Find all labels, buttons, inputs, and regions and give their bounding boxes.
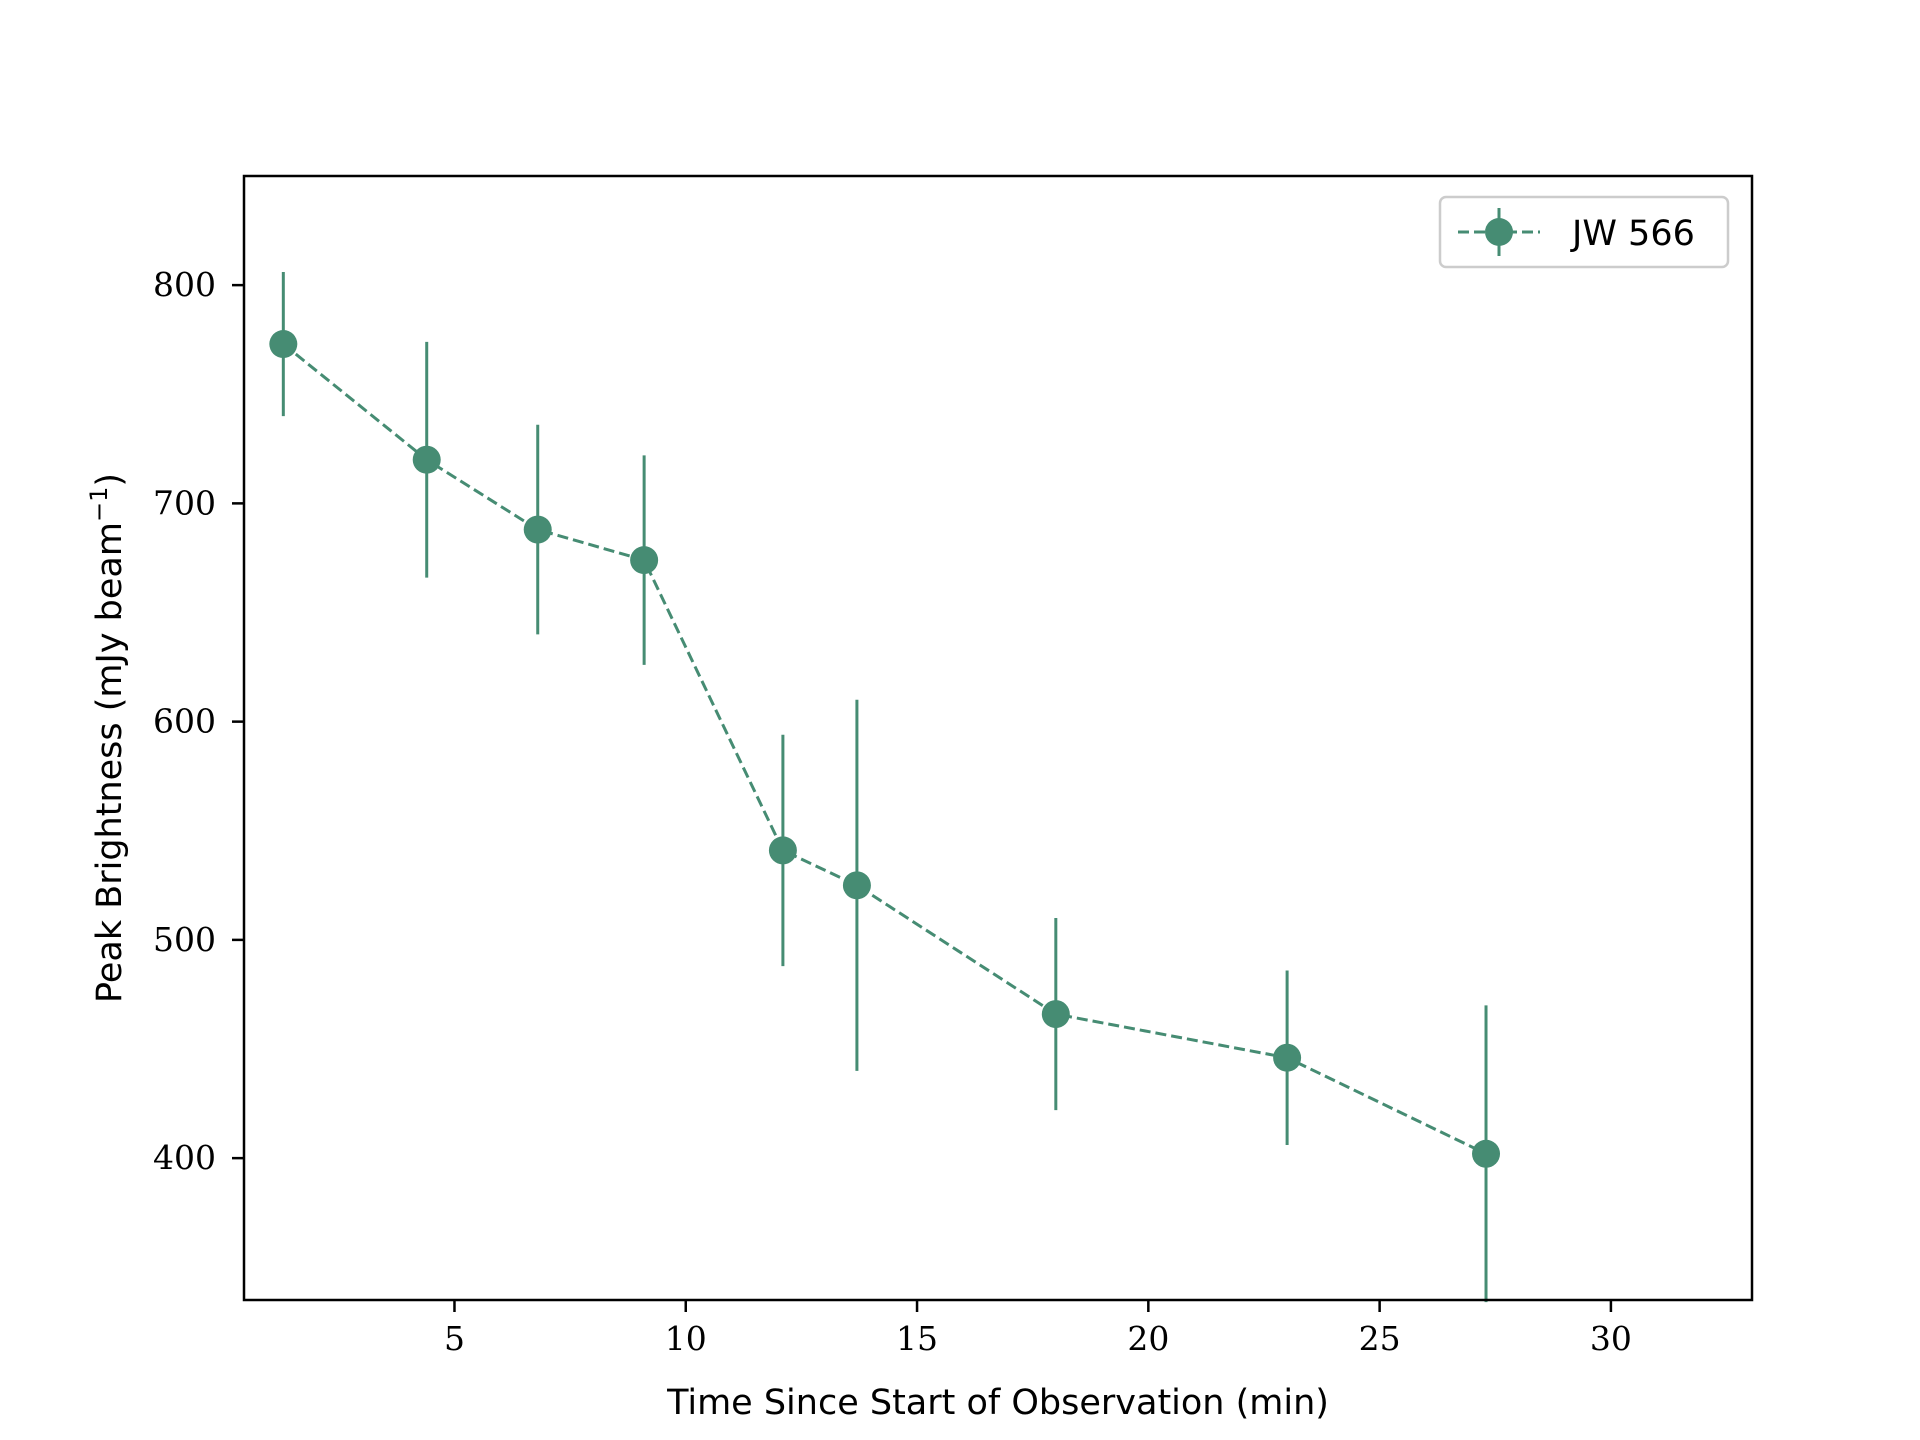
x-tick-label: 5	[444, 1319, 465, 1358]
y-axis-ticks: 400 500 600 700 800	[153, 265, 244, 1177]
axes-frame	[242, 174, 1754, 1302]
y-axis-label: Peak Brightness (mJy beam−1)	[85, 473, 130, 1003]
x-tick-label: 20	[1127, 1319, 1169, 1358]
y-tick-label: 500	[153, 920, 216, 959]
series-line	[282, 342, 1487, 1156]
error-bars	[281, 272, 1488, 1303]
y-axis-label-superscript: −1	[85, 487, 113, 522]
x-tick-label: 25	[1359, 1319, 1401, 1358]
x-tick-label: 15	[896, 1319, 938, 1358]
legend-entry-label: JW 566	[1570, 214, 1695, 254]
x-tick-label: 10	[665, 1319, 707, 1358]
x-axis-label: Time Since Start of Observation (min)	[666, 1383, 1329, 1423]
y-axis-label-close: )	[90, 473, 130, 487]
x-tick-label: 30	[1590, 1319, 1632, 1358]
series-lines	[282, 342, 1487, 1156]
x-axis-ticks: 5 10 15 20 25 30	[444, 1300, 1632, 1358]
y-tick-label: 700	[153, 483, 216, 522]
data-point	[523, 515, 552, 544]
markers	[269, 330, 1501, 1168]
y-axis-label-main: Peak Brightness (mJy beam	[90, 522, 130, 1003]
y-tick-label: 600	[153, 702, 216, 741]
data-point	[842, 871, 871, 900]
data-point	[1472, 1139, 1501, 1168]
y-tick-label: 800	[153, 265, 216, 304]
legend-marker-sample	[1485, 218, 1513, 246]
legend-box	[1438, 195, 1730, 269]
legend: JW 566	[1438, 195, 1730, 269]
data-point	[1273, 1043, 1302, 1072]
data-point	[768, 836, 797, 865]
y-tick-label: 400	[153, 1138, 216, 1177]
data-point	[1041, 1000, 1070, 1029]
data-point	[412, 445, 441, 474]
data-point	[269, 330, 298, 359]
data-point	[630, 546, 659, 575]
